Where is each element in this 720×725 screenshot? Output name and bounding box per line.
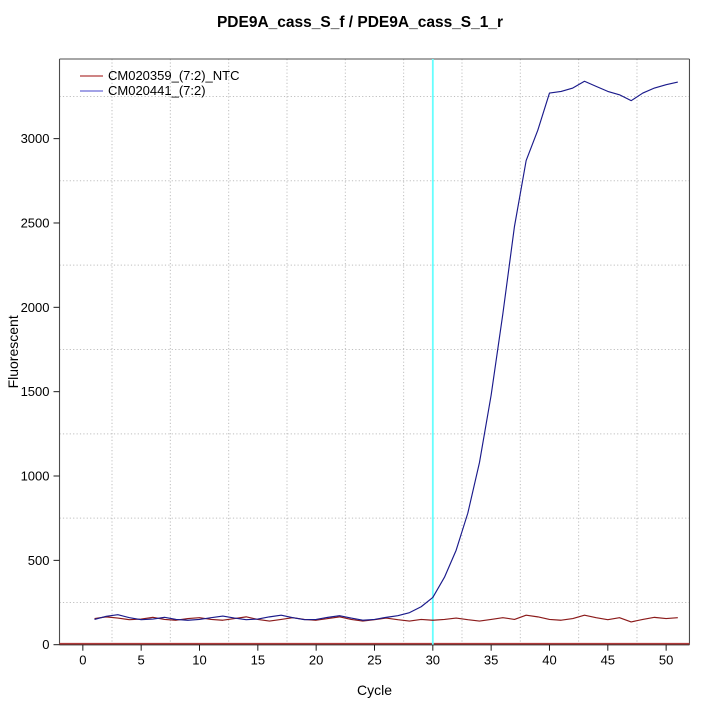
svg-text:Fluorescent: Fluorescent (5, 315, 21, 388)
svg-text:Cycle: Cycle (357, 682, 392, 698)
svg-text:20: 20 (309, 653, 323, 668)
svg-text:45: 45 (601, 653, 615, 668)
svg-text:30: 30 (426, 653, 440, 668)
svg-text:40: 40 (542, 653, 556, 668)
svg-text:5: 5 (138, 653, 145, 668)
svg-text:500: 500 (28, 553, 50, 568)
svg-text:1500: 1500 (21, 384, 50, 399)
svg-text:0: 0 (42, 637, 49, 652)
svg-text:15: 15 (251, 653, 265, 668)
svg-text:50: 50 (659, 653, 673, 668)
svg-text:CM020441_(7:2): CM020441_(7:2) (108, 83, 206, 98)
svg-text:25: 25 (367, 653, 381, 668)
svg-text:2500: 2500 (21, 215, 50, 230)
svg-text:2000: 2000 (21, 300, 50, 315)
svg-text:0: 0 (79, 653, 86, 668)
svg-text:10: 10 (192, 653, 206, 668)
svg-text:CM020359_(7:2)_NTC: CM020359_(7:2)_NTC (108, 68, 240, 83)
svg-text:PDE9A_cass_S_f / PDE9A_cass_S_: PDE9A_cass_S_f / PDE9A_cass_S_1_r (217, 14, 503, 31)
svg-text:1000: 1000 (21, 469, 50, 484)
svg-text:3000: 3000 (21, 131, 50, 146)
svg-text:35: 35 (484, 653, 498, 668)
